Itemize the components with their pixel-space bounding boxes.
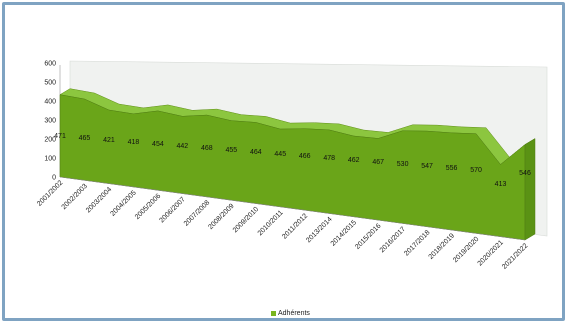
y-tick-label: 300: [44, 118, 56, 125]
x-tick-label: 2011/2012: [281, 213, 309, 241]
data-label: 464: [250, 149, 262, 156]
data-label: 547: [421, 163, 433, 170]
data-label: 570: [470, 167, 482, 174]
x-tick-label: 2010/2011: [257, 209, 285, 237]
x-tick-label: 2002/2003: [61, 183, 89, 211]
x-tick-label: 2008/2009: [207, 203, 235, 231]
series-area: [59, 88, 536, 241]
legend-swatch: [271, 311, 276, 316]
data-label: 478: [323, 155, 335, 162]
data-label: 467: [372, 159, 384, 166]
x-tick-label: 2009/2010: [232, 206, 260, 234]
x-tick-label: 2001/2002: [36, 179, 64, 207]
y-tick-label: 200: [44, 137, 56, 144]
data-label: 465: [79, 135, 91, 142]
x-tick-label: 2020/2021: [477, 239, 505, 267]
data-label: 418: [128, 139, 140, 146]
legend-label: Adhérents: [278, 310, 310, 317]
x-tick-label: 2013/2014: [305, 216, 333, 244]
data-label: 466: [299, 153, 311, 160]
y-axis: 0 100 200 300 400 500 600: [44, 61, 61, 182]
x-tick-label: 2014/2015: [330, 219, 358, 247]
x-tick-label: 2021/2022: [501, 242, 529, 270]
x-tick-label: 2017/2018: [403, 229, 431, 257]
area-side-face: [524, 138, 536, 241]
data-label: 462: [348, 157, 360, 164]
data-label: 442: [177, 143, 189, 150]
x-tick-label: 2005/2006: [134, 193, 162, 221]
chart-frame: 0 100 200 300 400 500 600 2001/2002 2002/2003 20…: [2, 2, 565, 321]
x-tick-label: 2004/2005: [109, 189, 137, 217]
data-label: 471: [54, 133, 66, 140]
y-tick-label: 100: [44, 156, 56, 163]
data-labels: 471 465 421 418 454 442 468 455 464 445 466 478 462 4…: [54, 133, 531, 188]
y-tick-label: 400: [44, 99, 56, 106]
x-tick-label: 2016/2017: [379, 226, 407, 254]
x-axis-line: [59, 176, 526, 241]
data-label: 556: [446, 165, 458, 172]
x-tick-label: 2019/2020: [452, 236, 480, 264]
x-tick-label: 2015/2016: [354, 222, 382, 250]
y-tick-label: 0: [52, 175, 56, 182]
data-label: 421: [103, 137, 115, 144]
area-front-face: [59, 94, 526, 241]
y-tick-label: 500: [44, 80, 56, 87]
data-label: 455: [225, 147, 237, 154]
x-tick-label: 2006/2007: [158, 196, 186, 224]
legend: Adhérents: [271, 310, 310, 317]
x-tick-label: 2003/2004: [85, 186, 113, 214]
x-tick-label: 2007/2008: [183, 199, 211, 227]
data-label: 413: [495, 181, 507, 188]
x-tick-label: 2018/2019: [428, 232, 456, 260]
data-label: 468: [201, 145, 213, 152]
y-tick-label: 600: [44, 61, 56, 68]
data-label: 445: [274, 151, 286, 158]
data-label: 454: [152, 141, 164, 148]
data-label: 530: [397, 161, 409, 168]
data-label: 546: [519, 170, 531, 177]
